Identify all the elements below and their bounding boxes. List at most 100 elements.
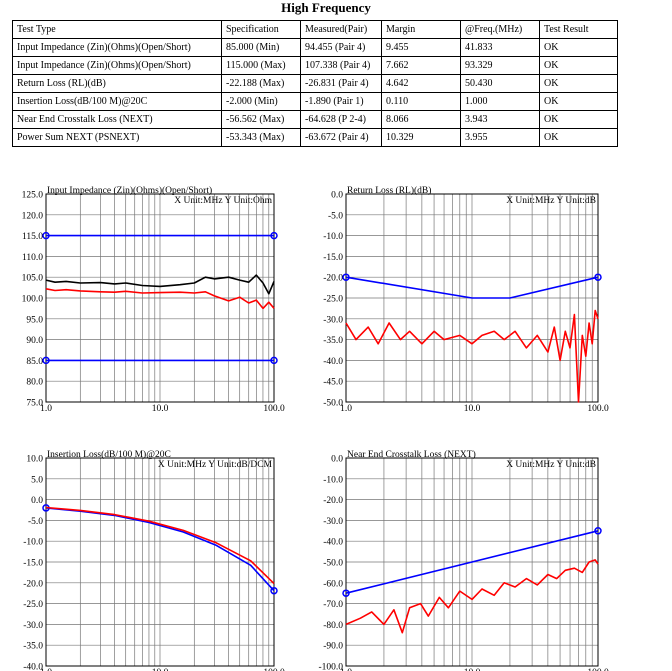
plot-border (45, 193, 275, 403)
plot-border (45, 457, 275, 667)
y-tick-label: -90.0 (323, 642, 343, 652)
series-line-1 (45, 506, 275, 585)
series-line-1 (345, 559, 599, 634)
x-tick-label: 1.0 (40, 668, 52, 671)
limit-marker (270, 231, 278, 240)
units-label: X Unit:MHz Y Unit:dB/DCM (158, 460, 273, 470)
y-tick-label: -40.0 (323, 357, 343, 367)
table-cell: 41.833 (460, 38, 540, 57)
table-cell: 85.000 (Min) (221, 38, 301, 57)
y-tick-label: -40.0 (23, 663, 43, 671)
limit-marker (270, 356, 278, 365)
x-tick-label: 100.0 (587, 668, 609, 671)
table-row: Return Loss (RL)(dB) -22.188 (Max) -26.8… (12, 74, 618, 93)
x-tick-label: 10.0 (464, 404, 481, 414)
table-row: Input Impedance (Zin)(Ohms)(Open/Short) … (12, 56, 618, 75)
table-cell: -22.188 (Max) (221, 74, 301, 93)
table-cell: 7.662 (381, 56, 461, 75)
table-cell: 107.338 (Pair 4) (300, 56, 382, 75)
next-chart: 0.0 -10.0 -20.0 -30.0 -40.0 -50.0 -60.0 -70.0 -8… (318, 449, 609, 671)
table-cell: 115.000 (Max) (221, 56, 301, 75)
y-tick-label: 80.0 (26, 378, 43, 388)
y-tick-label: -100.0 (318, 663, 343, 671)
limit-marker (42, 356, 50, 365)
input-impedance-chart: 75.0 80.0 85.0 90.0 95.0 100.0 105.0 110.0 115.0… (22, 185, 285, 414)
table-cell: 1.000 (460, 92, 540, 111)
y-tick-label: -5.0 (328, 211, 343, 221)
y-tick-label: -20.0 (23, 579, 43, 589)
x-tick-label: 1.0 (340, 404, 352, 414)
y-tick-label: -10.0 (323, 475, 343, 485)
units-label: X Unit:MHz Y Unit:dB (506, 460, 596, 470)
y-tick-label: -15.0 (323, 253, 343, 263)
return-loss-chart: 0.0 -5.0 -10.0 -15.0 -20.0 -25.0 -30.0 -35.0 -40… (323, 185, 609, 414)
chart-title: Insertion Loss(dB/100 M)@20C (47, 449, 171, 460)
table-cell: 94.455 (Pair 4) (300, 38, 382, 57)
limit-marker (594, 527, 602, 535)
y-tick-label: 0.0 (331, 455, 343, 465)
table-cell: -63.672 (Pair 4) (300, 128, 382, 147)
grid (45, 193, 274, 403)
x-tick-label: 1.0 (40, 404, 52, 414)
limit-marker (342, 273, 350, 281)
table-header-row: Test Type Specification Measured(Pair) M… (12, 20, 618, 39)
table-cell: Input Impedance (Zin)(Ohms)(Open/Short) (12, 56, 222, 75)
plot-border (345, 193, 599, 403)
table-cell: 3.943 (460, 110, 540, 129)
table-cell: 0.110 (381, 92, 461, 111)
page-title: High Frequency (281, 0, 371, 15)
table-cell: Return Loss (RL)(dB) (12, 74, 222, 93)
y-tick-label: 110.0 (22, 253, 43, 263)
table-cell: 4.642 (381, 74, 461, 93)
column-header: Margin (381, 20, 461, 39)
y-tick-label: -40.0 (323, 538, 343, 548)
table-cell: 3.955 (460, 128, 540, 147)
table-cell: 50.430 (460, 74, 540, 93)
table-cell: -26.831 (Pair 4) (300, 74, 382, 93)
y-tick-label: 100.0 (22, 295, 44, 305)
y-tick-label: -25.0 (23, 600, 43, 610)
y-tick-label: -15.0 (23, 559, 43, 569)
y-tick-label: -10.0 (323, 232, 343, 242)
y-tick-label: -25.0 (323, 295, 343, 305)
y-tick-label: 75.0 (26, 399, 43, 409)
y-tick-label: -45.0 (323, 378, 343, 388)
table-cell: -53.343 (Max) (221, 128, 301, 147)
y-tick-label: -5.0 (28, 517, 43, 527)
column-header: Test Type (12, 20, 222, 39)
y-tick-label: 105.0 (22, 274, 44, 284)
table-cell: OK (539, 56, 618, 75)
y-tick-label: 0.0 (331, 191, 343, 201)
series-line-3 (45, 288, 275, 310)
table-cell: Power Sum NEXT (PSNEXT) (12, 128, 222, 147)
x-tick-label: 1.0 (340, 668, 352, 671)
table-cell: OK (539, 38, 618, 57)
table-cell: 9.455 (381, 38, 461, 57)
plot-border (345, 457, 599, 667)
y-tick-label: -20.0 (323, 496, 343, 506)
series-line-0 (345, 530, 599, 594)
series-line-2 (45, 274, 275, 295)
column-header: Specification (221, 20, 301, 39)
table-cell: OK (539, 128, 618, 147)
table-row: Near End Crosstalk Loss (NEXT) -56.562 (… (12, 110, 618, 129)
y-tick-label: 125.0 (22, 191, 44, 201)
y-tick-label: -35.0 (23, 642, 43, 652)
table-cell: -2.000 (Min) (221, 92, 301, 111)
table-row: Power Sum NEXT (PSNEXT) -53.343 (Max) -6… (12, 128, 618, 147)
column-header: @Freq.(MHz) (460, 20, 540, 39)
table-cell: Insertion Loss(dB/100 M)@20C (12, 92, 222, 111)
limit-marker (42, 231, 50, 240)
y-tick-label: 5.0 (31, 475, 43, 485)
column-header: Test Result (539, 20, 618, 39)
y-tick-label: 90.0 (26, 336, 43, 346)
grid (45, 457, 274, 667)
x-tick-label: 100.0 (263, 668, 285, 671)
table-cell: OK (539, 110, 618, 129)
y-tick-label: -30.0 (323, 517, 343, 527)
units-label: X Unit:MHz Y Unit:dB (506, 196, 596, 206)
results-table: Test Type Specification Measured(Pair) M… (12, 20, 618, 147)
y-tick-label: -30.0 (23, 621, 43, 631)
y-tick-label: -50.0 (323, 559, 343, 569)
table-cell: 93.329 (460, 56, 540, 75)
